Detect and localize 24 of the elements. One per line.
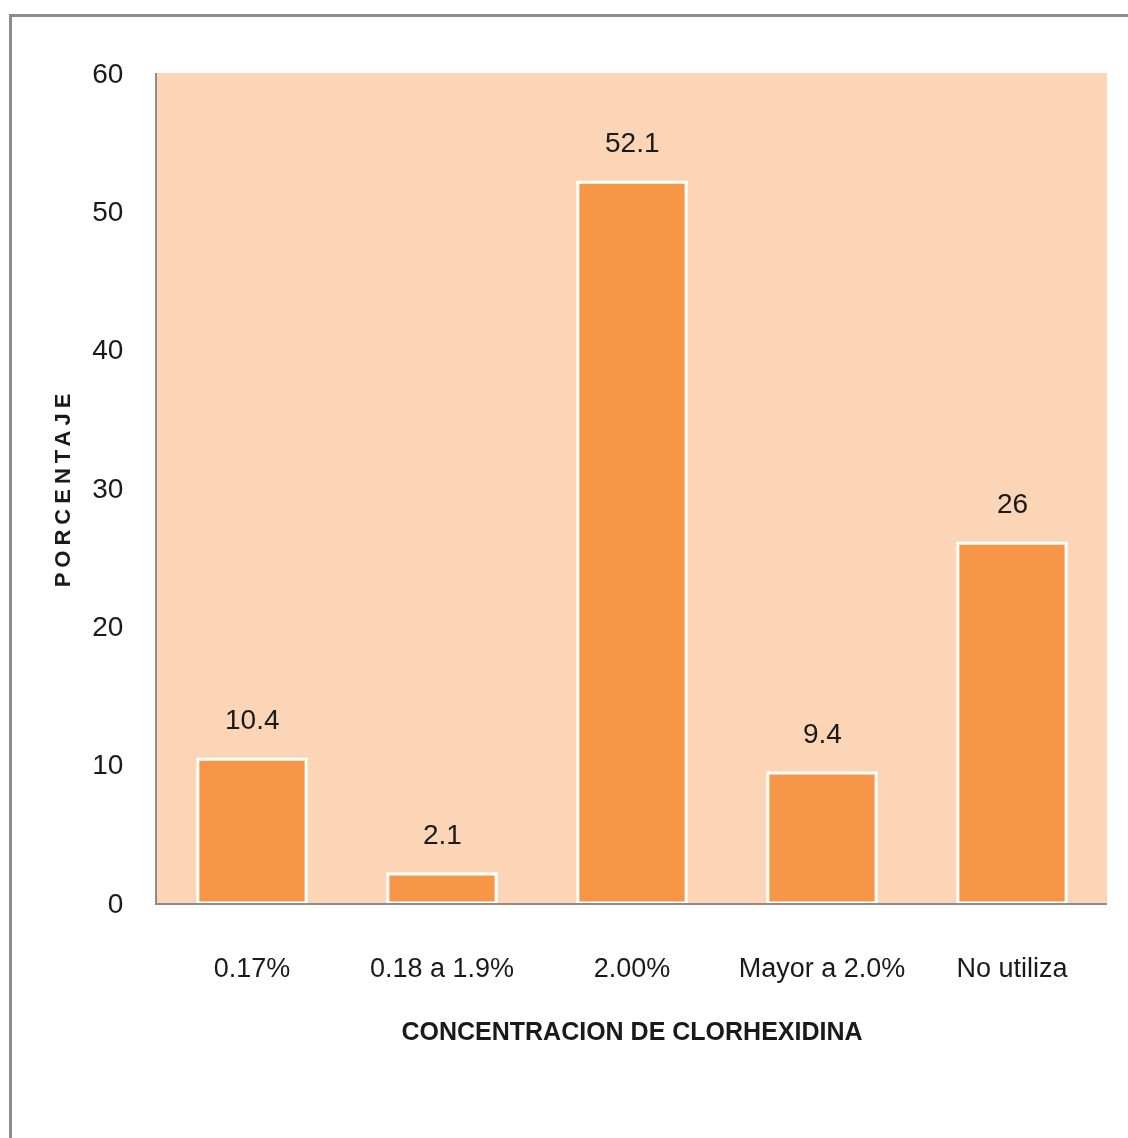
data-label: 2.1 [423,819,462,850]
y-tick-label: 40 [92,334,124,366]
data-label: 9.4 [803,718,842,749]
bar [386,872,498,903]
bar [956,541,1068,903]
bar [196,757,308,903]
y-tick-label: 60 [92,57,124,89]
x-tick-label: Mayor a 2.0% [738,953,906,984]
y-axis-title: PORCENTAJE [49,388,75,588]
y-tick-label: 50 [92,196,124,228]
x-tick-label: 2.00% [593,953,671,984]
data-label: 10.4 [225,704,280,735]
bar [766,771,878,903]
x-tick-label: No utiliza [956,953,1069,984]
y-tick-label: 20 [92,611,124,643]
y-tick-label: 30 [92,472,124,504]
bar [576,180,688,903]
data-label: 26 [997,488,1029,519]
data-label: 52.1 [605,127,660,158]
x-axis-title: CONCENTRACION DE CLORHEXIDINA [401,1016,863,1045]
x-tick-label: 0.18 a 1.9% [369,953,515,984]
y-tick-label: 10 [92,749,124,781]
x-tick-label: 0.17% [213,953,291,984]
y-tick-label: 0 [107,887,124,919]
